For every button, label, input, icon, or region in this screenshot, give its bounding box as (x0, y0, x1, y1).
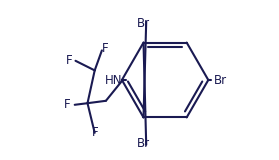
Text: HN: HN (104, 73, 122, 87)
Text: F: F (64, 98, 71, 111)
Text: Br: Br (137, 137, 150, 150)
Text: F: F (92, 126, 98, 139)
Text: Br: Br (214, 73, 227, 87)
Text: Br: Br (137, 17, 150, 30)
Text: F: F (102, 42, 109, 55)
Text: F: F (66, 54, 72, 67)
